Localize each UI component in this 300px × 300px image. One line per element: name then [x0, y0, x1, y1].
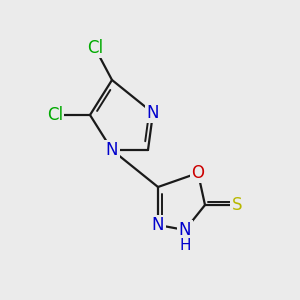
Text: Cl: Cl: [87, 39, 103, 57]
Text: Cl: Cl: [47, 106, 63, 124]
Text: N: N: [152, 216, 164, 234]
Text: N: N: [179, 221, 191, 239]
Text: N: N: [106, 141, 118, 159]
Text: S: S: [232, 196, 242, 214]
Text: N: N: [147, 104, 159, 122]
Text: O: O: [191, 164, 205, 182]
Text: H: H: [179, 238, 191, 253]
